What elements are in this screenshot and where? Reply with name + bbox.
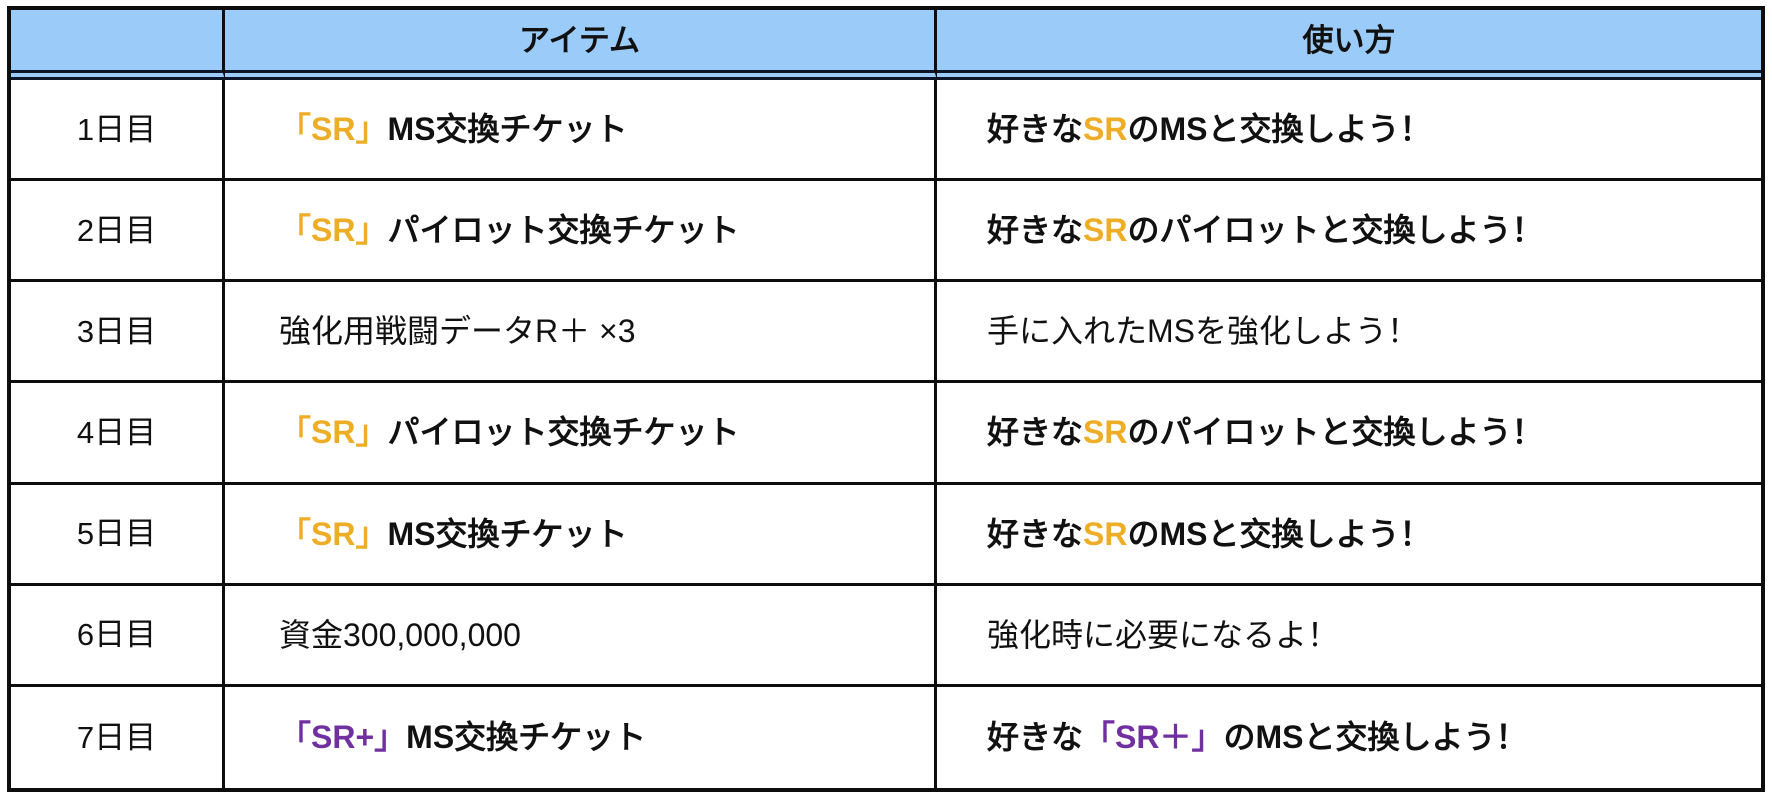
day-label: 4日目 xyxy=(11,383,225,485)
day-label: 3日目 xyxy=(11,282,225,384)
day-label: 7日目 xyxy=(11,686,225,788)
usage-text-pre: 好きな xyxy=(987,212,1084,249)
usage-text-pre: 好きな xyxy=(987,719,1084,756)
usage-rarity-accent: SR xyxy=(1083,111,1128,148)
usage-text-post: のMSと交換しよう！ xyxy=(1223,719,1528,756)
item-cell: 「SR」 パイロット交換チケット xyxy=(225,383,937,485)
item-label: MS交換チケット xyxy=(387,515,628,552)
usage-text-pre: 好きな xyxy=(987,111,1084,148)
usage-cell: 好きな SR のパイロットと交換しよう！ xyxy=(937,383,1761,485)
usage-rarity-accent: SR xyxy=(1083,414,1128,451)
item-rarity-accent: 「SR」 xyxy=(279,212,388,249)
item-label: MS交換チケット xyxy=(406,719,647,756)
usage-text-post: のパイロットと交換しよう！ xyxy=(1127,414,1544,451)
item-cell: 強化用戦闘データR＋ ×3 xyxy=(225,282,937,384)
usage-text-post: のMSと交換しよう！ xyxy=(1127,515,1432,552)
usage-text-pre: 手に入れたMSを強化しよう！ xyxy=(987,313,1420,350)
item-label: 強化用戦闘データR＋ ×3 xyxy=(279,313,636,350)
item-label: パイロット交換チケット xyxy=(387,212,740,249)
header-item-cell: アイテム xyxy=(225,10,937,80)
item-label: パイロット交換チケット xyxy=(387,414,740,451)
item-label: MS交換チケット xyxy=(387,111,628,148)
usage-rarity-accent: 「SR＋」 xyxy=(1083,719,1224,756)
usage-rarity-accent: SR xyxy=(1083,212,1128,249)
usage-text-pre: 好きな xyxy=(987,515,1084,552)
header-day-cell xyxy=(11,10,225,80)
usage-cell: 好きな 「SR＋」 のMSと交換しよう！ xyxy=(937,687,1761,788)
item-cell: 「SR」 パイロット交換チケット xyxy=(225,181,937,283)
day-label: 1日目 xyxy=(11,80,225,182)
item-cell: 「SR」 MS交換チケット xyxy=(225,80,937,182)
login-bonus-reward-table: アイテム 使い方 1日目 「SR」 MS交換チケット 好きな SR のMSと交換しよ… xyxy=(7,6,1765,792)
usage-cell: 好きな SR のMSと交換しよう！ xyxy=(937,485,1761,586)
usage-text-pre: 強化時に必要になるよ！ xyxy=(987,616,1340,653)
usage-text-post: のパイロットと交換しよう！ xyxy=(1127,212,1544,249)
usage-text-post: のMSと交換しよう！ xyxy=(1127,111,1432,148)
usage-text-pre: 好きな xyxy=(987,414,1084,451)
item-cell: 資金300,000,000 xyxy=(225,585,937,687)
header-usage-cell: 使い方 xyxy=(937,10,1761,80)
usage-rarity-accent: SR xyxy=(1083,515,1128,552)
day-label: 5日目 xyxy=(11,484,225,586)
day-label: 2日目 xyxy=(11,181,225,283)
usage-cell: 好きな SR のパイロットと交換しよう！ xyxy=(937,181,1761,283)
day-label: 6日目 xyxy=(11,585,225,687)
item-rarity-accent: 「SR」 xyxy=(279,414,388,451)
item-rarity-accent: 「SR」 xyxy=(279,515,388,552)
usage-cell: 強化時に必要になるよ！ xyxy=(937,586,1761,687)
item-cell: 「SR」 MS交換チケット xyxy=(225,484,937,586)
usage-cell: 手に入れたMSを強化しよう！ xyxy=(937,282,1761,384)
item-rarity-accent: 「SR+」 xyxy=(279,719,407,756)
item-label: 資金300,000,000 xyxy=(279,616,521,653)
item-rarity-accent: 「SR」 xyxy=(279,111,388,148)
usage-cell: 好きな SR のMSと交換しよう！ xyxy=(937,80,1761,182)
item-cell: 「SR+」 MS交換チケット xyxy=(225,686,937,788)
